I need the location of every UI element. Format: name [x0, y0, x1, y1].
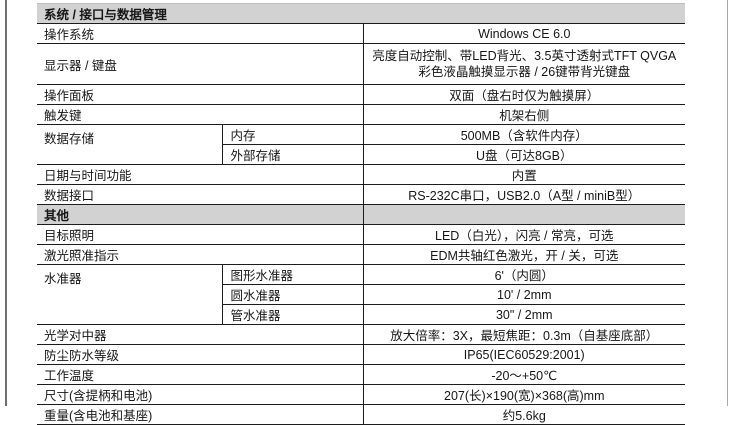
table-row: 数据接口 RS-232C串口，USB2.0（A型 / miniB型）	[37, 184, 686, 205]
table-row: 显示器 / 键盘 亮度自动控制、带LED背光、3.5英寸透射式TFT QVGA彩…	[37, 43, 686, 85]
spec-label: 日期与时间功能	[37, 164, 363, 185]
table-row: 管水准器 30" / 2mm	[37, 304, 686, 325]
spec-value: 亮度自动控制、带LED背光、3.5英寸透射式TFT QVGA彩色液晶触摸显示器 …	[362, 43, 686, 85]
spec-sublabel: 内存	[221, 124, 363, 145]
section-title: 系统 / 接口与数据管理	[37, 3, 686, 24]
spec-value: 约5.6kg	[362, 404, 686, 425]
spec-label: 触发键	[37, 104, 363, 125]
table-row: 激光照准指示 EDM共轴红色激光，开 / 关，可选	[37, 244, 686, 265]
spec-value: -20～+50℃	[362, 364, 686, 385]
spec-value: 机架右侧	[362, 104, 686, 125]
spec-value: RS-232C串口，USB2.0（A型 / miniB型）	[362, 184, 686, 205]
table-row: 尺寸(含提柄和电池) 207(长)×190(宽)×368(高)mm	[37, 384, 686, 405]
spec-label: 显示器 / 键盘	[37, 43, 363, 85]
section-header-system: 系统 / 接口与数据管理	[37, 3, 686, 24]
table-row: 触发键 机架右侧	[37, 104, 686, 125]
table-row: 日期与时间功能 内置	[37, 164, 686, 185]
page-border-left	[5, 0, 7, 406]
spec-value: 207(长)×190(宽)×368(高)mm	[362, 384, 686, 405]
spec-value: 10' / 2mm	[362, 284, 686, 305]
table-row: 操作面板 双面（盘右时仅为触摸屏）	[37, 84, 686, 105]
spec-label: 操作面板	[37, 84, 363, 105]
table-row: 防尘防水等级 IP65(IEC60529:2001)	[37, 344, 686, 365]
table-row: 工作温度 -20～+50℃	[37, 364, 686, 385]
spec-label: 激光照准指示	[37, 244, 363, 265]
spec-value: 放大倍率：3X，最短焦距：0.3m（自基座底部）	[362, 324, 686, 345]
spec-value: IP65(IEC60529:2001)	[362, 344, 686, 365]
table-row: 外部存储 U盘（可达8GB）	[37, 144, 686, 165]
spec-sublabel: 管水准器	[221, 304, 363, 325]
spec-value: 6'（内圆）	[362, 264, 686, 285]
table-row: 重量(含电池和基座) 约5.6kg	[37, 404, 686, 425]
spec-label: 数据存储	[37, 124, 222, 165]
spec-value: 500MB（含软件内存）	[362, 124, 686, 145]
spec-sublabel: 图形水准器	[221, 264, 363, 285]
spec-label: 水准器	[37, 264, 222, 325]
spec-label: 重量(含电池和基座)	[37, 404, 363, 425]
spec-value: 内置	[362, 164, 686, 185]
table-row: 水准器 图形水准器 6'（内圆）	[37, 264, 686, 325]
spec-value: 30" / 2mm	[362, 304, 686, 325]
section-header-spacer	[362, 204, 686, 225]
spec-label: 数据接口	[37, 184, 363, 205]
table-row: 目标照明 LED（白光），闪亮 / 常亮，可选	[37, 224, 686, 245]
section-header-other: 其他	[37, 204, 686, 225]
spec-label: 防尘防水等级	[37, 344, 363, 365]
spec-value: 双面（盘右时仅为触摸屏）	[362, 84, 686, 105]
section-title: 其他	[37, 204, 363, 225]
spec-label: 目标照明	[37, 224, 363, 245]
spec-label: 操作系统	[37, 23, 363, 44]
spec-label: 尺寸(含提柄和电池)	[37, 384, 363, 405]
page-border-right	[727, 0, 728, 406]
spec-value: U盘（可达8GB）	[362, 144, 686, 165]
spec-table: 系统 / 接口与数据管理 操作系统 Windows CE 6.0 显示器 / 键…	[37, 3, 686, 425]
spec-label: 光学对中器	[37, 324, 363, 345]
spec-value: LED（白光），闪亮 / 常亮，可选	[362, 224, 686, 245]
table-row: 光学对中器 放大倍率：3X，最短焦距：0.3m（自基座底部）	[37, 324, 686, 345]
spec-sublabel: 外部存储	[221, 144, 363, 165]
table-row: 操作系统 Windows CE 6.0	[37, 23, 686, 44]
table-row: 数据存储 内存 500MB（含软件内存）	[37, 124, 686, 165]
spec-sublabel: 圆水准器	[221, 284, 363, 305]
spec-value: EDM共轴红色激光，开 / 关，可选	[362, 244, 686, 265]
spec-label: 工作温度	[37, 364, 363, 385]
spec-value: Windows CE 6.0	[362, 23, 686, 44]
